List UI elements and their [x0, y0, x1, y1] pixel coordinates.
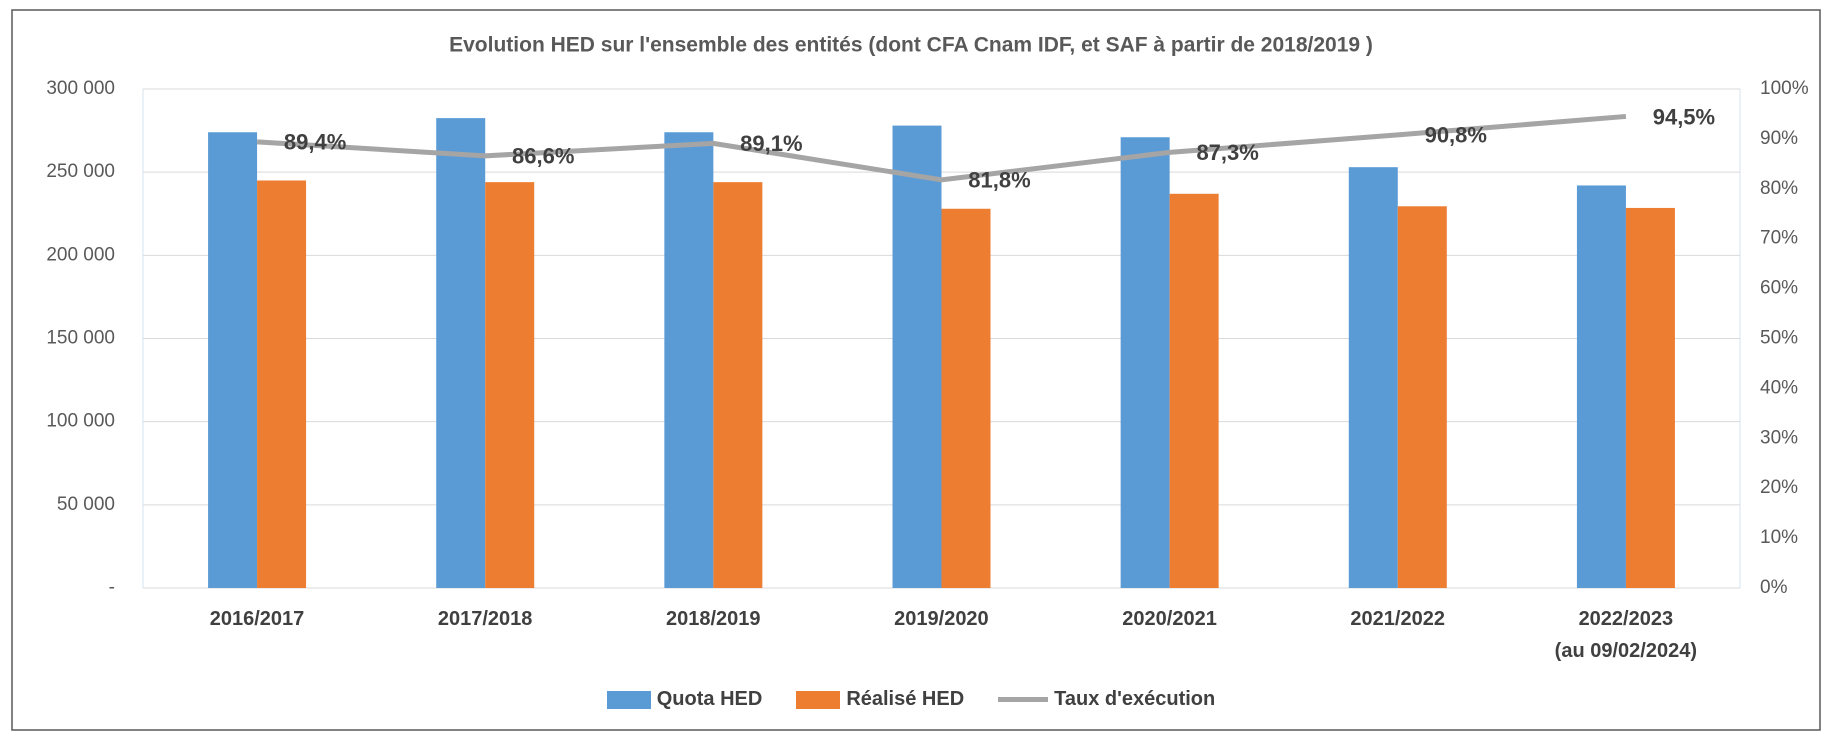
bar [1576, 185, 1626, 588]
data-label: 94,5% [1653, 104, 1715, 129]
y-tick-label: 200 000 [46, 244, 115, 265]
y2-tick-label: 100% [1760, 78, 1809, 99]
data-label: 87,3% [1196, 140, 1258, 165]
x-tick-label: 2018/2019 [666, 608, 761, 630]
y-tick-label: 250 000 [46, 161, 115, 182]
legend-item: Quota HED [606, 688, 763, 711]
bar [1120, 137, 1170, 588]
y2-tick-label: 10% [1760, 527, 1798, 548]
y-tick-label: 150 000 [46, 328, 115, 349]
y-tick-label: 100 000 [46, 411, 115, 432]
legend-label: Taux d'exécution [1054, 688, 1216, 710]
y2-tick-label: 30% [1760, 427, 1798, 448]
y2-tick-label: 80% [1760, 178, 1798, 199]
legend-item: Réalisé HED [796, 688, 964, 711]
bar [664, 132, 714, 588]
data-label: 90,8% [1425, 123, 1487, 148]
legend-swatch [796, 690, 841, 709]
bar [485, 182, 535, 588]
data-label: 89,4% [284, 130, 346, 155]
x-tick-label: 2021/2022 [1350, 608, 1445, 630]
y2-tick-label: 40% [1760, 377, 1798, 398]
x-tick-label: 2016/2017 [209, 608, 305, 630]
y2-tick-label: 60% [1760, 278, 1798, 299]
x-tick-label: 2022/2023 (au 09/02/2024) [1554, 608, 1697, 662]
data-label: 81,8% [968, 168, 1030, 193]
legend-swatch [998, 697, 1049, 702]
y2-tick-label: 20% [1760, 477, 1798, 498]
y2-tick-label: 50% [1760, 328, 1798, 349]
y2-tick-label: 90% [1760, 128, 1798, 149]
data-label: 86,6% [512, 144, 574, 169]
y2-tick-label: 70% [1760, 228, 1798, 249]
chart-title: Evolution HED sur l'ensemble des entités… [449, 34, 1373, 57]
x-tick-label: 2019/2020 [894, 608, 989, 630]
bar [713, 182, 763, 588]
bar [208, 132, 258, 588]
data-label: 89,1% [740, 131, 802, 156]
x-tick-label: 2017/2018 [437, 608, 533, 630]
y-tick-label: 300 000 [46, 78, 115, 99]
legend-label: Réalisé HED [846, 688, 965, 710]
x-tick-label: 2020/2021 [1122, 608, 1217, 630]
bar [1397, 206, 1447, 588]
bar [892, 125, 942, 589]
bar [1625, 207, 1675, 588]
frame-border [11, 9, 1821, 731]
y-tick-label: - [109, 577, 115, 598]
legend-label: Quota HED [656, 688, 763, 710]
bar [941, 208, 991, 588]
bar [436, 118, 486, 588]
y-tick-label: 50 000 [57, 494, 115, 515]
bar [257, 180, 307, 588]
line-series [256, 113, 1627, 183]
legend: Quota HED Réalisé HED Taux d'exécution [0, 688, 1822, 711]
bar [1348, 167, 1398, 588]
bar [1169, 193, 1219, 589]
y2-tick-label: 0% [1760, 577, 1788, 598]
legend-item: Taux d'exécution [998, 688, 1215, 711]
legend-swatch [606, 690, 651, 709]
